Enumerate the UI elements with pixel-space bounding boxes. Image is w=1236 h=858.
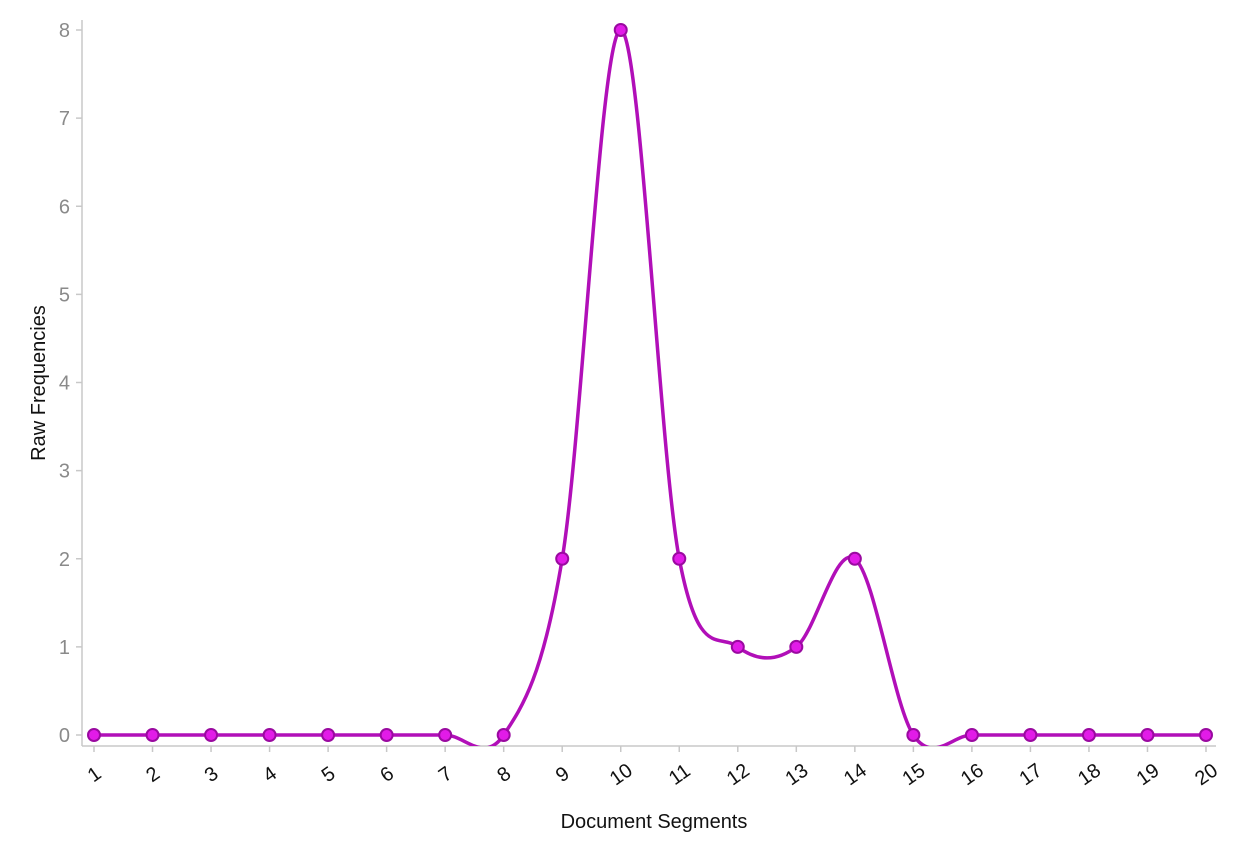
data-point: [1023, 728, 1038, 742]
y-axis-title: Raw Frequencies: [28, 305, 50, 461]
x-tick-label: 19: [1133, 759, 1164, 790]
data-point: [379, 728, 394, 742]
data-point: [964, 728, 979, 742]
data-point: [555, 551, 570, 566]
y-axis: 0 1 2 3 4 5 6 7 8: [59, 20, 83, 747]
x-axis-title: Document Segments: [561, 811, 748, 833]
data-point: [438, 728, 453, 742]
data-point: [789, 639, 804, 654]
y-tick-label: 3: [59, 461, 70, 483]
y-tick-label: 2: [59, 549, 70, 571]
x-tick-label: 15: [899, 759, 930, 790]
data-point: [906, 728, 921, 742]
y-tick-label: 6: [59, 196, 70, 218]
x-axis: 1 2 3 4 5 6 7 8 9 10 11 12 13 14 15 16 17 18 19 20: [82, 745, 1222, 790]
data-point: [1081, 728, 1096, 742]
x-tick-label: 20: [1191, 759, 1222, 790]
data-point: [730, 639, 745, 654]
data-point: [145, 728, 160, 742]
x-tick-label: 5: [318, 763, 340, 787]
x-tick-label: 12: [723, 759, 754, 790]
x-tick-label: 10: [606, 759, 637, 790]
data-point: [613, 23, 628, 37]
data-point: [87, 728, 101, 742]
x-tick-label: 17: [1016, 759, 1047, 790]
y-tick-label: 1: [59, 637, 70, 659]
x-tick-label: 14: [840, 759, 871, 790]
x-tick-label: 4: [259, 763, 281, 787]
series-layer: [87, 23, 1213, 746]
y-tick-label: 8: [59, 20, 70, 42]
x-tick-label: 3: [201, 763, 223, 787]
data-point: [847, 551, 862, 566]
y-tick-label: 4: [59, 373, 70, 395]
data-point: [1199, 728, 1213, 742]
data-point: [1140, 728, 1155, 742]
x-tick-label: 11: [665, 760, 695, 790]
x-tick-label: 8: [493, 763, 515, 787]
x-tick-label: 2: [142, 763, 164, 787]
y-tick-label: 5: [59, 284, 70, 306]
data-point: [496, 728, 511, 742]
x-tick-label: 9: [552, 763, 574, 787]
series-line: [94, 28, 1206, 746]
x-tick-label: 13: [781, 759, 812, 790]
x-tick-label: 7: [435, 763, 457, 787]
data-point: [262, 728, 277, 742]
y-tick-label: 0: [59, 725, 70, 747]
x-tick-label: 1: [84, 763, 106, 787]
data-point: [672, 551, 687, 566]
y-tick-label: 7: [59, 108, 70, 130]
x-tick-label: 6: [376, 763, 398, 787]
x-tick-label: 16: [957, 759, 988, 790]
data-point: [204, 728, 219, 742]
data-point: [321, 728, 336, 742]
x-tick-label: 18: [1074, 759, 1105, 790]
